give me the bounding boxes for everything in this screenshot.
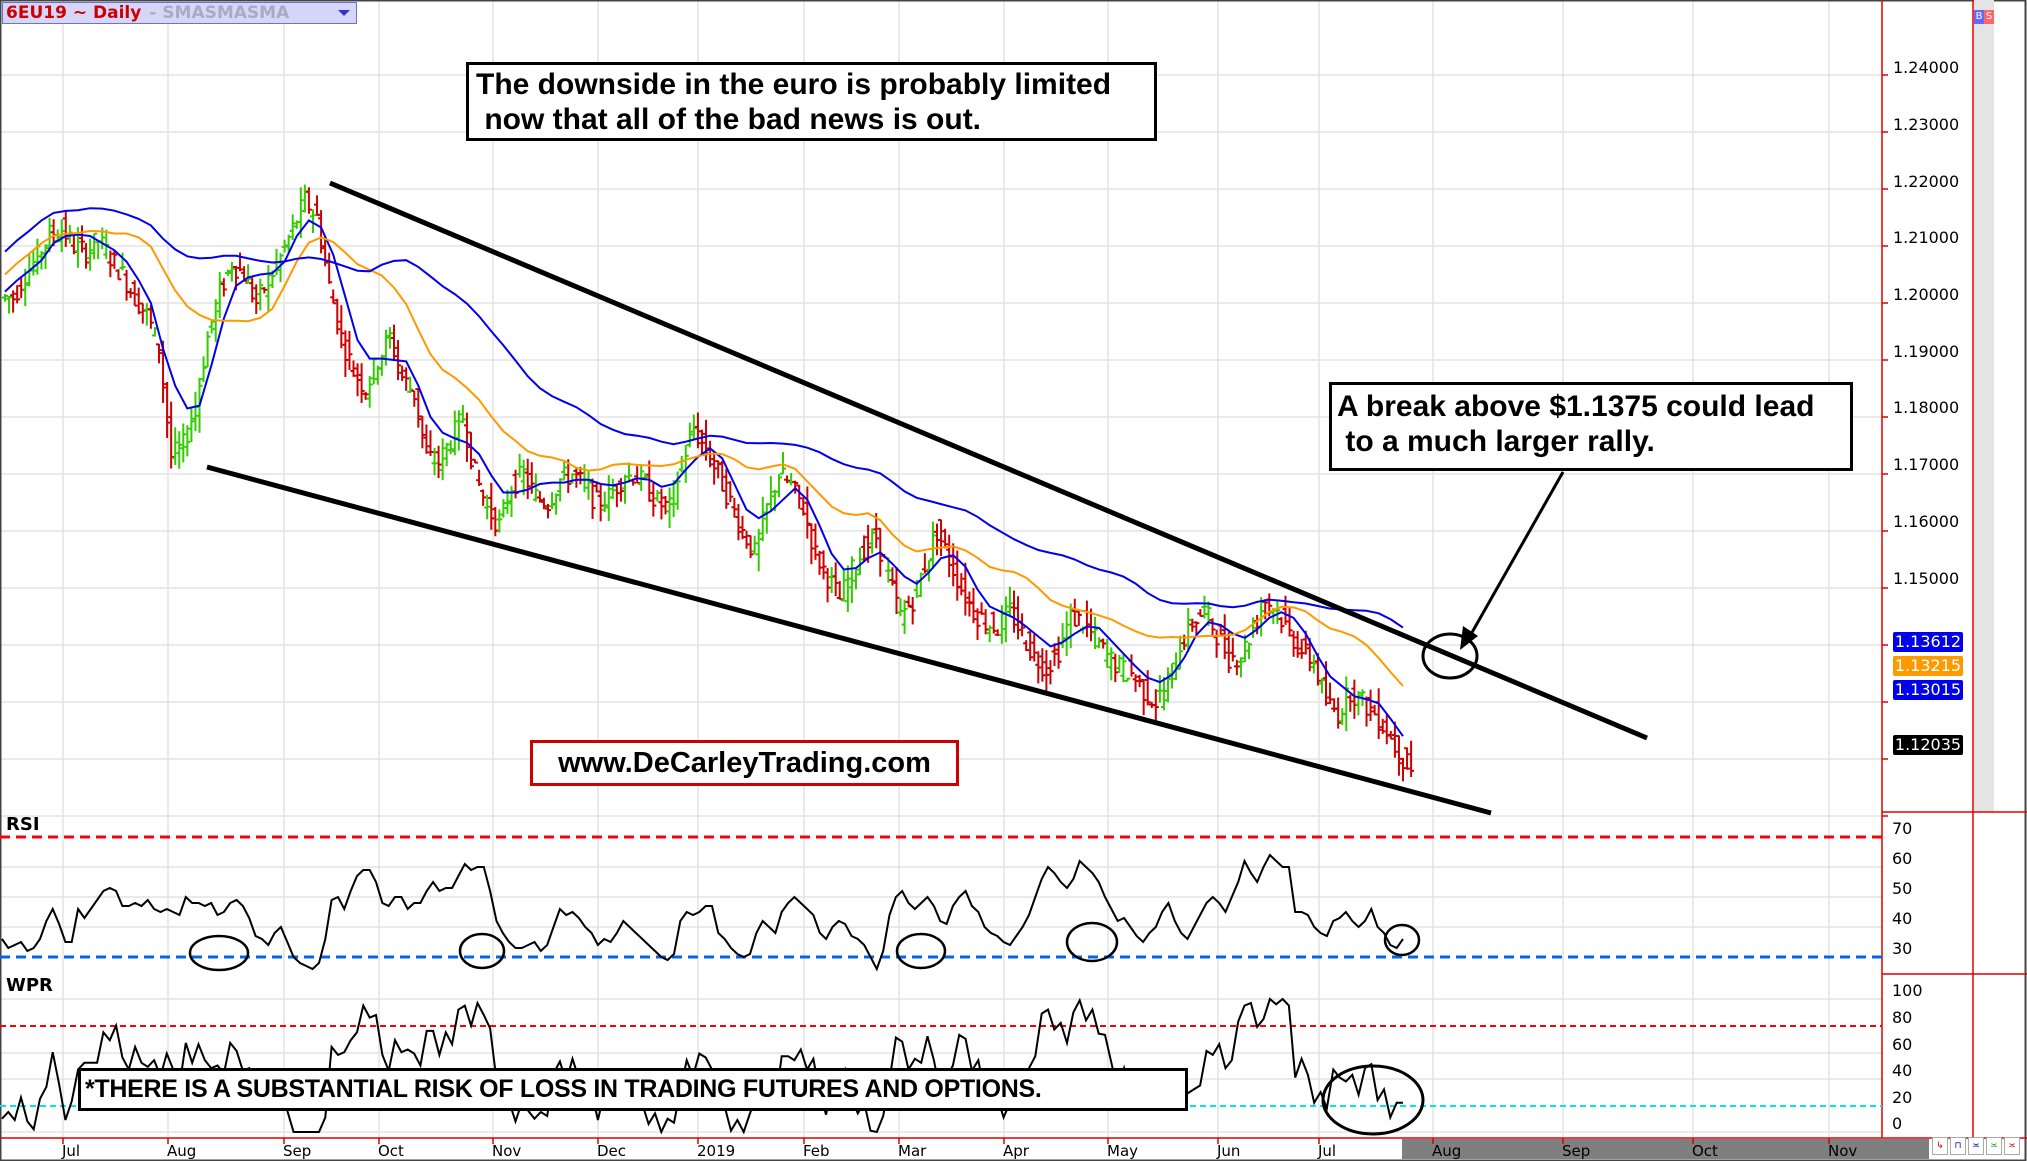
scroll-start-button[interactable]: ↳ xyxy=(1932,1137,1948,1155)
x-tick-oct: Oct xyxy=(378,1142,404,1160)
annotation-downside-note: The downside in the euro is probably lim… xyxy=(466,62,1157,141)
rsi-tick: 70 xyxy=(1892,819,1913,838)
price-tick: 1.22000 xyxy=(1893,172,1960,191)
sma-mid-line xyxy=(4,229,1404,687)
price-tick: 1.17000 xyxy=(1893,455,1960,474)
last-price-badge: 1.12035 xyxy=(1893,735,1963,755)
x-tick-jul: Jul xyxy=(62,1142,81,1160)
rsi-oversold-circle xyxy=(188,934,250,972)
price-tick: 1.19000 xyxy=(1893,342,1960,361)
rsi-tick: 30 xyxy=(1892,939,1913,958)
price-tick: 1.20000 xyxy=(1893,285,1960,304)
x-tick-feb: Feb xyxy=(803,1142,830,1160)
chart-title-bar[interactable]: 6EU19 ~ Daily - SMASMASMA xyxy=(2,2,357,24)
x-tick-sep-2019: Sep xyxy=(1562,1142,1591,1160)
x-tick-aug: Aug xyxy=(167,1142,197,1160)
annotation-breakout-note: A break above $1.1375 could lead to a mu… xyxy=(1329,382,1853,471)
sell-button[interactable]: S xyxy=(1984,10,1994,24)
zoom-button[interactable]: ≍ xyxy=(1968,1137,1984,1155)
sma-mid-value-badge: 1.13215 xyxy=(1893,656,1963,676)
x-tick-aug-2019: Aug xyxy=(1432,1142,1462,1160)
sma-slow-line xyxy=(4,207,1404,629)
wpr-tick: 20 xyxy=(1892,1088,1913,1107)
arrow-shaft xyxy=(1468,471,1565,637)
arrow-head xyxy=(1460,626,1478,650)
wpr-tick: 80 xyxy=(1892,1008,1913,1027)
price-tick: 1.18000 xyxy=(1893,398,1960,417)
x-tick-nov-2019: Nov xyxy=(1828,1142,1858,1160)
x-tick-2019: 2019 xyxy=(697,1142,736,1160)
rsi-line xyxy=(1,853,1404,972)
risk-disclaimer: *THERE IS A SUBSTANTIAL RISK OF LOSS IN … xyxy=(78,1068,1188,1111)
wpr-line xyxy=(1,997,1403,1135)
x-tick-jun: Jun xyxy=(1217,1142,1241,1160)
x-tick-mar: Mar xyxy=(898,1142,927,1160)
wpr-tick: 0 xyxy=(1892,1114,1903,1133)
wpr-tick: 100 xyxy=(1892,981,1923,1000)
rsi-oversold-circle xyxy=(1065,921,1119,963)
x-tick-jul-2019: Jul xyxy=(1318,1142,1337,1160)
breakout-circle xyxy=(1421,632,1479,680)
rsi-oversold-circle xyxy=(895,932,947,970)
future-band xyxy=(1402,1139,1929,1159)
x-tick-nov: Nov xyxy=(492,1142,522,1160)
rsi-tick: 50 xyxy=(1892,879,1913,898)
price-tick: 1.24000 xyxy=(1893,58,1960,77)
x-tick-dec: Dec xyxy=(597,1142,627,1160)
sma-fast-line xyxy=(4,219,1404,737)
rsi-tick: 40 xyxy=(1892,909,1913,928)
buy-button[interactable]: B xyxy=(1974,10,1984,24)
wpr-tick: 60 xyxy=(1892,1035,1913,1054)
x-tick-oct-2019: Oct xyxy=(1692,1142,1718,1160)
rsi-tick: 60 xyxy=(1892,849,1913,868)
sma-slow-value-badge: 1.13612 xyxy=(1893,632,1963,652)
website-watermark: www.DeCarleyTrading.com xyxy=(530,740,959,786)
symbol-label: 6EU19 ~ Daily xyxy=(6,3,142,23)
rsi-oversold-circle xyxy=(1383,923,1421,957)
wpr-tick: 40 xyxy=(1892,1061,1913,1080)
scroll-gutter xyxy=(1974,0,1994,812)
wpr-panel-label: WPR xyxy=(6,975,53,996)
zoom-out-button[interactable]: ≍ xyxy=(2004,1137,2020,1155)
chevron-down-icon[interactable] xyxy=(338,10,350,16)
zoom-in-button[interactable]: ≍ xyxy=(1986,1137,2002,1155)
x-tick-may: May xyxy=(1107,1142,1139,1160)
sma-fast-value-badge: 1.13015 xyxy=(1893,680,1963,700)
wpr-oversold-circle xyxy=(1321,1064,1425,1136)
scroll-end-button[interactable]: ⊓ xyxy=(1950,1137,1966,1155)
price-tick: 1.15000 xyxy=(1893,569,1960,588)
x-tick-sep: Sep xyxy=(283,1142,312,1160)
price-tick: 1.16000 xyxy=(1893,512,1960,531)
rsi-oversold-circle xyxy=(458,932,506,970)
indicator-list: - SMASMASMA xyxy=(149,3,290,23)
x-tick-apr: Apr xyxy=(1003,1142,1029,1160)
price-tick: 1.21000 xyxy=(1893,228,1960,247)
price-tick: 1.23000 xyxy=(1893,115,1960,134)
rsi-panel-label: RSI xyxy=(6,814,40,835)
lower-trendline xyxy=(206,464,1492,816)
